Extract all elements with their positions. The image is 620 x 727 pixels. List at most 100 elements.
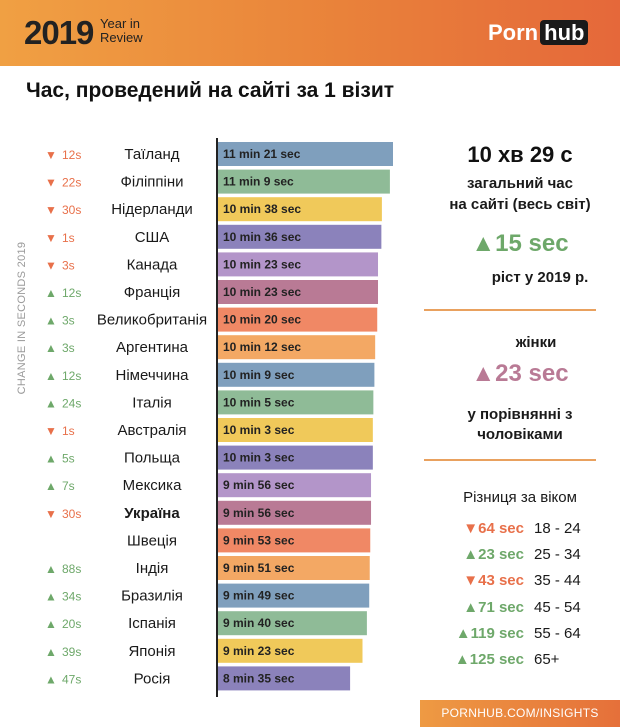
- age-diff-value: ▲71 sec: [450, 599, 524, 616]
- bar: [217, 473, 372, 498]
- down-arrow-icon: ▼: [45, 424, 57, 438]
- country-label: Філіппіни: [120, 174, 183, 191]
- bar: [217, 556, 370, 580]
- up-arrow-icon: ▲: [454, 651, 470, 668]
- age-group-label: 35 - 44: [534, 572, 581, 590]
- up-arrow-icon: ▲: [471, 360, 496, 387]
- country-label: Канада: [127, 256, 178, 273]
- age-diff-value: ▼64 sec: [450, 520, 524, 537]
- age-row: ▲71 sec 45 - 54: [450, 599, 620, 621]
- bar-chart: 11 min 21 sec Таїланд ▼ 12s 11 min 9 sec Філі…: [45, 138, 393, 697]
- change-value: 12s: [62, 286, 81, 300]
- down-arrow-icon: ▼: [45, 148, 57, 162]
- women-compare-line1: у порівнянні з: [467, 406, 573, 423]
- bar: [217, 252, 379, 277]
- up-arrow-icon: ▲: [45, 396, 57, 410]
- change-value: 5s: [62, 452, 75, 466]
- up-arrow-icon: ▲: [45, 369, 57, 383]
- bar: [217, 307, 378, 332]
- bar: [217, 445, 373, 470]
- change-value: 3s: [62, 314, 75, 328]
- divider-2: [424, 459, 596, 461]
- down-arrow-icon: ▼: [45, 203, 57, 217]
- up-arrow-icon: ▲: [45, 341, 57, 355]
- women-label: жінки: [515, 334, 557, 351]
- age-row: ▼64 sec 18 - 24: [450, 520, 620, 542]
- divider-1: [424, 309, 596, 311]
- country-label: Швеція: [127, 532, 177, 549]
- age-row: ▲119 sec 55 - 64: [450, 625, 620, 647]
- change-value: 1s: [62, 231, 75, 245]
- bar: [217, 280, 379, 304]
- bar: [217, 500, 372, 525]
- country-label: Мексика: [123, 477, 183, 494]
- global-time-value: 10 хв 29 с: [467, 142, 573, 167]
- age-group-label: 18 - 24: [534, 520, 581, 537]
- country-label: Аргентина: [116, 339, 189, 356]
- country-label: Таїланд: [124, 146, 179, 163]
- age-diff-text: 23 sec: [478, 546, 524, 564]
- bar-value-label: 10 min 20 sec: [223, 313, 301, 327]
- bar-value-label: 9 min 56 sec: [223, 478, 295, 492]
- bar: [217, 169, 390, 194]
- country-label: Польща: [124, 450, 181, 467]
- change-value: 24s: [62, 396, 81, 410]
- bar-value-label: 10 min 38 sec: [223, 202, 301, 216]
- age-difference-title: Різниця за віком: [463, 489, 577, 506]
- down-arrow-icon: ▼: [45, 176, 57, 190]
- change-value: 7s: [62, 479, 75, 493]
- bar: [217, 638, 363, 663]
- bar: [217, 390, 374, 415]
- change-value: 20s: [62, 617, 81, 631]
- bar: [217, 224, 382, 249]
- global-time-label-2: на сайті (весь світ): [449, 196, 591, 213]
- country-label: Україна: [124, 505, 180, 522]
- growth-value: ▲15 sec: [420, 230, 620, 258]
- footer-link[interactable]: PORNHUB.COM/INSIGHTS: [420, 700, 620, 727]
- up-arrow-icon: ▲: [471, 230, 496, 257]
- change-value: 12s: [62, 369, 81, 383]
- up-arrow-icon: ▲: [45, 452, 57, 466]
- women-value: ▲23 sec: [420, 360, 620, 388]
- country-label: Німеччина: [116, 367, 190, 384]
- bar-value-label: 9 min 51 sec: [223, 561, 295, 575]
- bar: [217, 611, 367, 636]
- age-diff-text: 119 sec: [470, 624, 524, 642]
- logo-text-part1: Porn: [488, 20, 539, 45]
- bar-value-label: 10 min 23 sec: [223, 257, 301, 271]
- country-label: Італія: [132, 394, 171, 411]
- change-value: 39s: [62, 645, 81, 659]
- country-label: Японія: [128, 643, 175, 660]
- up-arrow-icon: ▲: [455, 624, 471, 642]
- country-label: США: [135, 229, 170, 246]
- bar-value-label: 10 min 3 sec: [223, 423, 295, 437]
- bar-value-label: 10 min 9 sec: [223, 368, 295, 382]
- global-time-label-1: загальний час: [466, 175, 573, 192]
- bar: [217, 528, 371, 553]
- bar: [217, 583, 370, 608]
- bar-value-label: 9 min 40 sec: [223, 616, 295, 630]
- change-value: 3s: [62, 258, 75, 272]
- bar: [217, 142, 393, 166]
- age-diff-value: ▲125 sec: [450, 651, 524, 668]
- down-arrow-icon: ▼: [463, 520, 479, 537]
- bar-value-label: 9 min 49 sec: [223, 589, 295, 603]
- year-in-review-label: Year in Review: [100, 17, 143, 45]
- brand-logo: Porn hub: [488, 20, 589, 46]
- change-value: 1s: [62, 424, 75, 438]
- age-diff-text: 71 sec: [478, 598, 524, 616]
- down-arrow-icon: ▼: [463, 572, 479, 590]
- age-row: ▼43 sec 35 - 44: [450, 572, 620, 594]
- bar-value-label: 9 min 56 sec: [223, 506, 295, 520]
- growth-value-text: 15 sec: [495, 230, 569, 257]
- age-diff-value: ▼43 sec: [450, 572, 524, 589]
- country-label: Іспанія: [128, 615, 176, 632]
- age-group-label: 45 - 54: [534, 598, 581, 616]
- change-value: 30s: [62, 507, 81, 521]
- up-arrow-icon: ▲: [45, 672, 57, 686]
- change-value: 12s: [62, 148, 81, 162]
- age-row: ▲125 sec 65+: [450, 651, 620, 673]
- subtitle-line1: Year in: [100, 16, 140, 31]
- age-diff-text: 43 sec: [478, 572, 524, 590]
- change-value: 88s: [62, 562, 81, 576]
